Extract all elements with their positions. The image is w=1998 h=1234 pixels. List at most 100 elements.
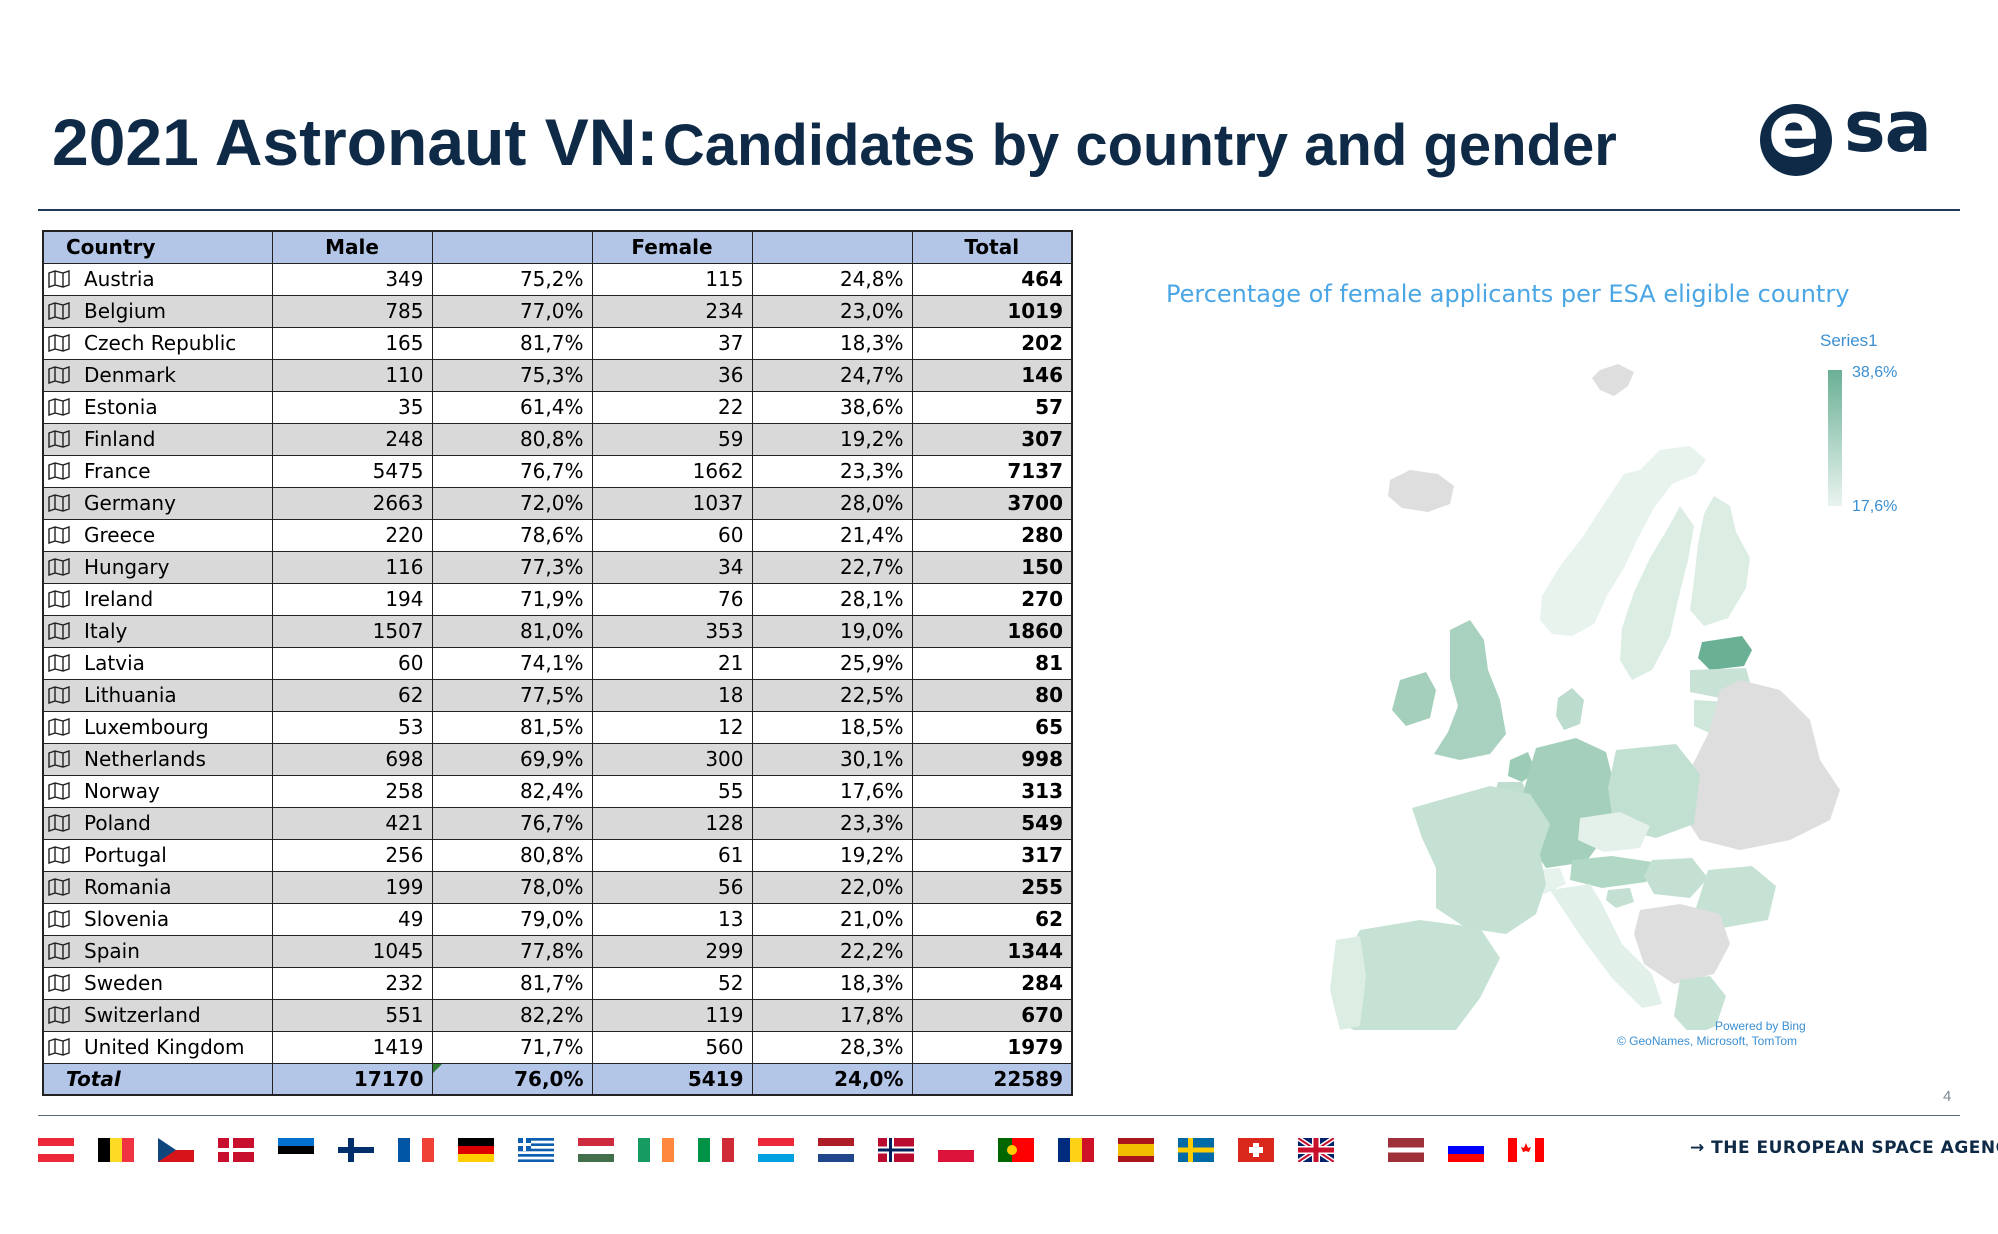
male-cell: 35 — [271, 390, 433, 424]
legend-max-value: 38,6% — [1852, 364, 1898, 381]
country-cell: Sweden — [42, 966, 273, 1000]
country-name: Spain — [84, 939, 140, 963]
map-portugal — [1330, 936, 1366, 1030]
country-name: Poland — [84, 811, 151, 835]
total-cell: 81 — [911, 646, 1073, 680]
total-male: 17170 — [271, 1062, 433, 1096]
female-cell: 115 — [591, 262, 753, 296]
male-pct-cell: 81,5% — [431, 710, 593, 744]
map-icon — [48, 846, 70, 864]
male-cell: 165 — [271, 326, 433, 360]
map-icon — [48, 622, 70, 640]
female-pct-cell: 28,0% — [751, 486, 913, 520]
map-icon — [48, 942, 70, 960]
country-cell: Netherlands — [42, 742, 273, 776]
female-pct-cell: 22,0% — [751, 870, 913, 904]
country-name: Norway — [84, 779, 160, 803]
country-name: Switzerland — [84, 1003, 201, 1027]
header-total: Total — [911, 230, 1073, 264]
country-name: Finland — [84, 427, 156, 451]
map-estonia — [1698, 636, 1752, 670]
country-cell: Romania — [42, 870, 273, 904]
table-row: Austria 349 75,2% 115 24,8% 464 — [42, 262, 1073, 296]
total-cell: 270 — [911, 582, 1073, 616]
austria-flag-icon — [38, 1138, 74, 1162]
header-male: Male — [271, 230, 433, 264]
country-name: Sweden — [84, 971, 164, 995]
female-cell: 12 — [591, 710, 753, 744]
male-pct-cell: 72,0% — [431, 486, 593, 520]
female-pct-cell: 18,3% — [751, 966, 913, 1000]
male-pct-cell: 81,7% — [431, 326, 593, 360]
female-pct-cell: 28,3% — [751, 1030, 913, 1064]
country-name: Portugal — [84, 843, 167, 867]
map-icon — [48, 302, 70, 320]
female-pct-cell: 23,3% — [751, 454, 913, 488]
country-cell: Austria — [42, 262, 273, 296]
denmark-flag-icon — [218, 1138, 254, 1162]
esa-logo: e sa — [1760, 92, 1965, 180]
total-female-pct: 24,0% — [751, 1062, 913, 1096]
country-name: France — [84, 459, 151, 483]
female-cell: 300 — [591, 742, 753, 776]
agency-name: → THE EUROPEAN SPACE AGENCY — [1690, 1138, 1998, 1158]
female-cell: 59 — [591, 422, 753, 456]
male-pct-cell: 75,2% — [431, 262, 593, 296]
male-cell: 220 — [271, 518, 433, 552]
female-pct-cell: 24,8% — [751, 262, 913, 296]
country-cell: Lithuania — [42, 678, 273, 712]
map-credit-copyright: © GeoNames, Microsoft, TomTom — [1617, 1034, 1797, 1048]
comment-marker-icon — [432, 1063, 442, 1073]
country-name: Lithuania — [84, 683, 177, 707]
male-pct-cell: 80,8% — [431, 422, 593, 456]
female-pct-cell: 38,6% — [751, 390, 913, 424]
map-icon — [48, 782, 70, 800]
table-row: Luxembourg 53 81,5% 12 18,5% 65 — [42, 710, 1073, 744]
country-name: Hungary — [84, 555, 170, 579]
country-name: Italy — [84, 619, 128, 643]
country-cell: Latvia — [42, 646, 273, 680]
male-pct-cell: 71,9% — [431, 582, 593, 616]
male-cell: 1045 — [271, 934, 433, 968]
country-name: Czech Republic — [84, 331, 237, 355]
netherlands-flag-icon — [818, 1138, 854, 1162]
total-cell: 255 — [911, 870, 1073, 904]
table-header-row: Country Male Female Total — [42, 230, 1073, 264]
male-pct-cell: 77,5% — [431, 678, 593, 712]
female-cell: 76 — [591, 582, 753, 616]
total-cell: 464 — [911, 262, 1073, 296]
page-number: 4 — [1943, 1088, 1952, 1105]
estonia-flag-icon — [278, 1138, 314, 1162]
map-icon — [48, 590, 70, 608]
slide-title-part2: Candidates by country and gender — [662, 113, 1617, 178]
map-title: Percentage of female applicants per ESA … — [1166, 280, 1850, 308]
female-pct-cell: 25,9% — [751, 646, 913, 680]
country-cell: Greece — [42, 518, 273, 552]
total-cell: 57 — [911, 390, 1073, 424]
country-name: Latvia — [84, 651, 145, 675]
female-pct-cell: 22,7% — [751, 550, 913, 584]
country-cell: Norway — [42, 774, 273, 808]
table-row: Lithuania 62 77,5% 18 22,5% 80 — [42, 678, 1073, 712]
male-pct-cell: 77,8% — [431, 934, 593, 968]
male-pct-cell: 69,9% — [431, 742, 593, 776]
country-name: Estonia — [84, 395, 158, 419]
country-cell: Belgium — [42, 294, 273, 328]
male-pct-cell: 82,4% — [431, 774, 593, 808]
country-name: Denmark — [84, 363, 176, 387]
map-icon — [48, 910, 70, 928]
male-pct-cell: 61,4% — [431, 390, 593, 424]
map-united-kingdom — [1434, 620, 1506, 760]
male-pct-cell: 75,3% — [431, 358, 593, 392]
male-pct-cell: 76,7% — [431, 806, 593, 840]
map-icon — [48, 462, 70, 480]
norway-flag-icon — [878, 1138, 914, 1162]
female-pct-cell: 18,5% — [751, 710, 913, 744]
map-poland — [1608, 744, 1700, 838]
map-slovenia — [1606, 888, 1634, 908]
italy-flag-icon — [698, 1138, 734, 1162]
table-row: Netherlands 698 69,9% 300 30,1% 998 — [42, 742, 1073, 776]
country-cell: France — [42, 454, 273, 488]
map-finland — [1690, 496, 1750, 626]
slide-title: 2021 Astronaut VN: Candidates by country… — [52, 104, 1617, 180]
